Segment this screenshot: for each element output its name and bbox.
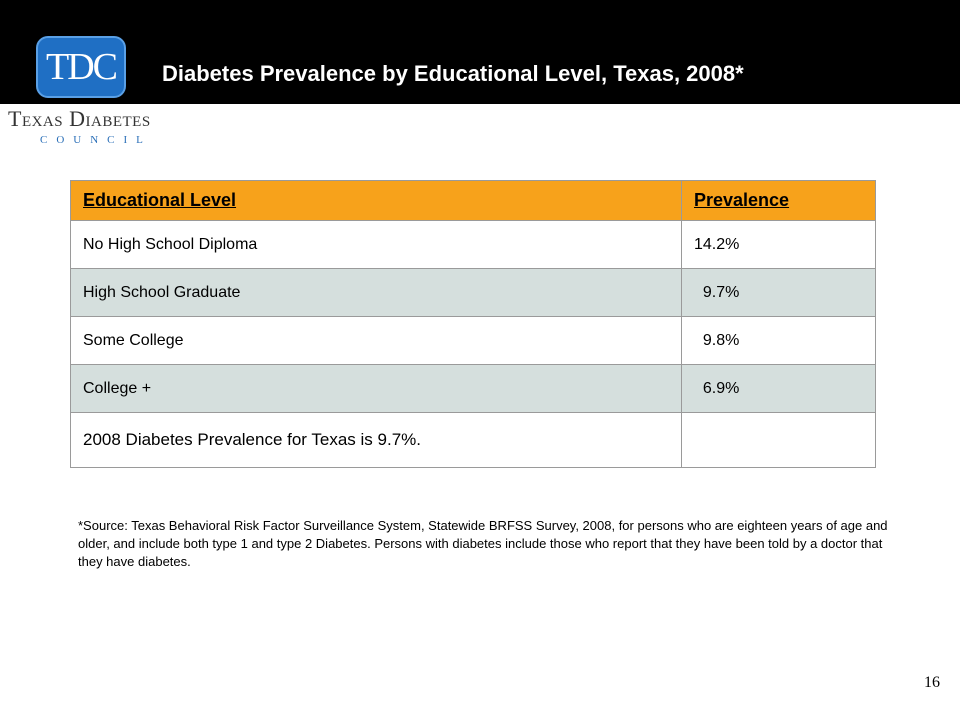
column-header-educational-level: Educational Level	[70, 180, 682, 221]
cell-prevalence: 14.2%	[681, 220, 876, 269]
table-row: Some College 9.8%	[70, 316, 876, 365]
cell-prevalence: 6.9%	[681, 364, 876, 413]
table-header-row: Educational Level Prevalence	[70, 180, 876, 221]
header-bar	[0, 0, 960, 104]
cell-prevalence: 9.8%	[681, 316, 876, 365]
cell-summary: 2008 Diabetes Prevalence for Texas is 9.…	[70, 412, 682, 468]
cell-education: Some College	[70, 316, 682, 365]
page-number: 16	[924, 674, 940, 691]
cell-empty	[681, 412, 876, 468]
table-row: High School Graduate 9.7%	[70, 268, 876, 317]
table-row: No High School Diploma 14.2%	[70, 220, 876, 269]
logo-icon: TDC	[36, 36, 126, 98]
logo-subname: COUNCIL	[40, 134, 152, 146]
page-title: Diabetes Prevalence by Educational Level…	[162, 61, 744, 86]
prevalence-table: Educational Level Prevalence No High Sch…	[70, 180, 876, 468]
column-header-prevalence: Prevalence	[681, 180, 876, 221]
table-row: College + 6.9%	[70, 364, 876, 413]
cell-education: No High School Diploma	[70, 220, 682, 269]
source-note: *Source: Texas Behavioral Risk Factor Su…	[78, 518, 888, 570]
cell-prevalence: 9.7%	[681, 268, 876, 317]
cell-education: College +	[70, 364, 682, 413]
logo-wordmark: Texas Diabetes COUNCIL	[8, 106, 178, 147]
logo-monogram: TDC	[46, 46, 118, 88]
cell-education: High School Graduate	[70, 268, 682, 317]
table-row-summary: 2008 Diabetes Prevalence for Texas is 9.…	[70, 412, 876, 468]
logo-name: Texas Diabetes	[8, 106, 151, 131]
